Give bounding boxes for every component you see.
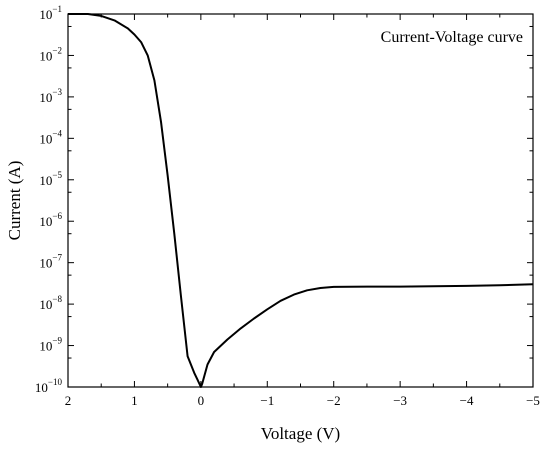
y-tick-label: 10−5	[39, 170, 62, 188]
x-tick-label: 1	[131, 393, 138, 408]
x-tick-label: −2	[327, 393, 341, 408]
x-tick-label: −5	[526, 393, 540, 408]
x-tick-label: −4	[460, 393, 474, 408]
y-tick-label: 10−2	[39, 45, 62, 63]
plot-frame	[67, 13, 534, 388]
y-tick-label: 10−3	[39, 87, 62, 105]
y-tick-label: 10−9	[39, 336, 62, 354]
x-axis-title: Voltage (V)	[261, 424, 340, 443]
x-tick-label: 0	[198, 393, 205, 408]
y-axis-title: Current (A)	[5, 161, 24, 241]
tick-labels-layer: 2 1 0 −1 −2 −3 −4 −510−1010−910−810−710−610−510…	[35, 4, 540, 408]
x-tick-label: −3	[393, 393, 407, 408]
series-line-current-voltage	[68, 13, 534, 388]
x-tick-label: 2	[65, 393, 72, 408]
x-tick-label: −1	[260, 393, 274, 408]
y-tick-label: 10−6	[39, 211, 62, 229]
y-tick-label: 10−10	[35, 377, 63, 395]
y-tick-label: 10−8	[39, 294, 62, 312]
legend-label: Current-Voltage curve	[381, 29, 523, 46]
y-tick-label: 10−4	[39, 128, 62, 146]
ticks-layer	[67, 13, 534, 388]
y-tick-label: 10−7	[39, 253, 62, 271]
y-tick-label: 10−1	[39, 4, 62, 22]
